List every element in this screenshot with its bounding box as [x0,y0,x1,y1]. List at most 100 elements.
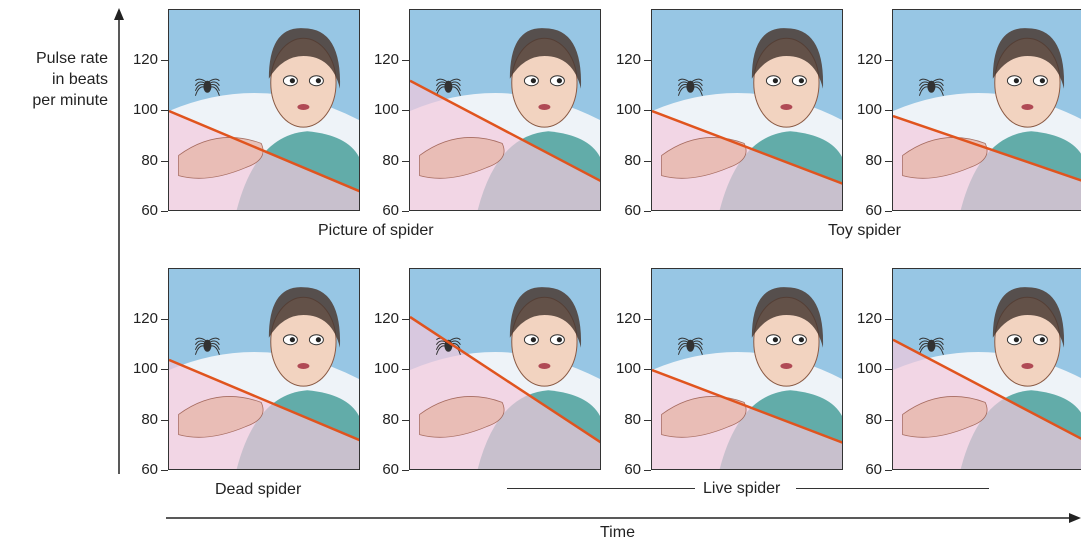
y-tick-label: 120 [615,50,641,68]
y-tick-mark [161,110,168,111]
below-line-area [652,370,842,469]
below-line-area [169,111,359,210]
pupil-shape [1039,78,1045,84]
pulse-rate-line [169,109,359,193]
y-tick-label: 80 [141,151,158,169]
panel-illustration [169,10,359,210]
y-tick-mark [885,160,892,162]
y-tick-label: 120 [856,50,882,68]
y-tick-label: 100 [856,360,882,377]
hair-shape [751,28,824,89]
pulse-rate-line [410,315,600,444]
mouth-shape [297,103,310,110]
y-tick-mark [161,369,168,370]
y-tick-mark [161,318,168,320]
hand-shape [178,396,264,438]
x-axis-label: Time [600,524,635,541]
pupil-shape [530,337,536,343]
y-axis-arrow [114,8,124,474]
mouth-shape [538,103,551,110]
mouth-shape [780,103,793,110]
panel-illustration [893,10,1081,210]
pupil-shape [289,337,295,343]
spider-icon [194,337,220,355]
hair-shape [751,287,824,348]
hand-shape [902,137,988,179]
panel-illustration [652,269,842,469]
y-tick-mark [644,110,651,111]
panel-r1-c1 [168,9,360,211]
pupil-shape [798,337,804,343]
y-tick-label: 60 [382,461,399,478]
panel-r1-c3 [651,9,843,211]
y-tick-mark [885,59,892,61]
panel-r1-c4 [892,9,1081,211]
caption-live-spider: Live spider [703,480,781,497]
caption-picture-of-spider: Picture of spider [318,222,434,239]
y-tick-mark [402,160,409,162]
hand-shape [419,137,505,179]
y-tick-mark [161,160,168,162]
y-tick-label: 60 [141,461,158,478]
caption-dead-spider: Dead spider [215,481,302,498]
x-axis-arrow [166,513,1081,523]
y-tick-label: 60 [624,202,641,219]
y-label-line-2: in beats [51,71,108,88]
pupil-shape [772,337,778,343]
mouth-shape [538,362,551,369]
y-tick-mark [644,470,651,471]
hair-shape [992,28,1065,89]
y-tick-mark [402,318,409,320]
below-line-area [410,80,600,210]
panel-illustration [893,269,1081,469]
y-label-line-3: per minute [32,92,108,109]
y-tick-mark [885,318,892,320]
pupil-shape [289,78,295,84]
mouth-shape [780,362,793,369]
pupil-shape [315,78,321,84]
spider-icon [677,78,703,96]
below-line-area [893,339,1081,469]
mouth-shape [1021,362,1034,369]
hand-shape [661,137,747,179]
pulse-rate-line [893,114,1081,182]
panel-r2-c1 [168,268,360,470]
y-tick-label: 80 [624,151,641,169]
panel-r2-c4 [892,268,1081,470]
below-line-area [169,359,359,469]
y-tick-mark [885,211,892,212]
y-tick-label: 100 [615,101,641,118]
pupil-shape [315,337,321,343]
y-tick-label: 80 [865,410,882,428]
y-label-line-1: Pulse rate [35,50,108,67]
y-tick-label: 120 [132,50,158,68]
hand-shape [178,137,264,179]
y-tick-label: 60 [865,202,882,219]
y-tick-label: 80 [624,410,641,428]
y-tick-mark [161,419,168,421]
pupil-shape [1013,337,1019,343]
y-tick-mark [885,369,892,370]
hand-shape [902,396,988,438]
y-tick-label: 60 [865,461,882,478]
spider-icon [918,78,944,96]
y-tick-mark [402,59,409,61]
y-tick-mark [402,110,409,111]
pupil-shape [1013,78,1019,84]
y-tick-label: 80 [382,410,399,428]
y-tick-mark [885,419,892,421]
y-tick-label: 120 [373,50,399,68]
hair-shape [509,287,582,348]
y-tick-mark [644,211,651,212]
panel-r2-c2 [409,268,601,470]
pupil-shape [530,78,536,84]
y-tick-mark [644,369,651,370]
pupil-shape [556,78,562,84]
y-tick-label: 100 [856,101,882,118]
live-spider-bracket-left [507,488,695,489]
y-axis-label: Pulse rate in beats per minute [0,48,108,111]
y-tick-mark [402,470,409,471]
hair-shape [509,28,582,89]
y-tick-label: 120 [615,309,641,327]
y-tick-mark [644,419,651,421]
